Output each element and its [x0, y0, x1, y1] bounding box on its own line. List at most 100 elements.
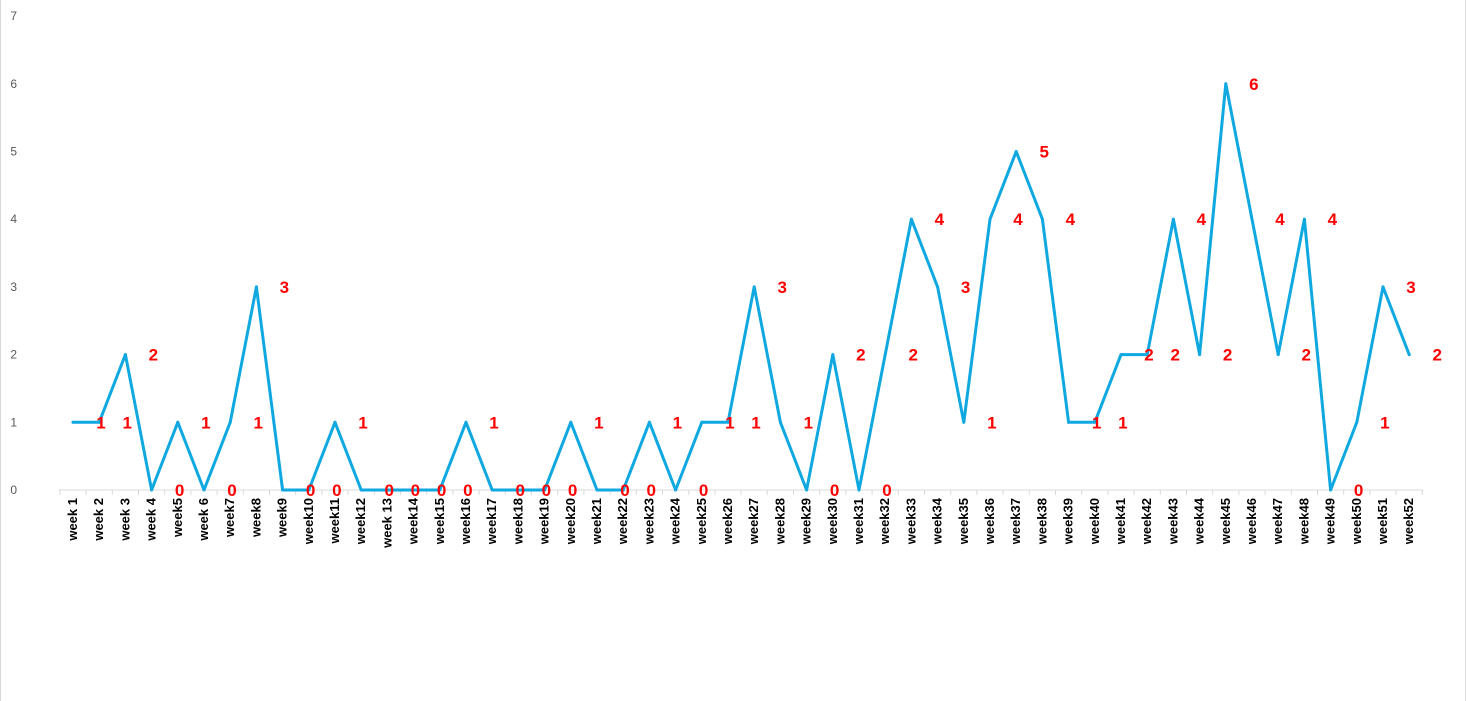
- data-label: 1: [201, 413, 210, 432]
- data-label: 1: [358, 413, 367, 432]
- data-point: [1119, 353, 1123, 357]
- data-point: [516, 488, 520, 492]
- data-label: 1: [987, 413, 996, 432]
- data-point: [1067, 420, 1071, 424]
- data-point: [1040, 217, 1044, 221]
- data-label: 1: [1380, 413, 1389, 432]
- data-point: [1014, 150, 1018, 153]
- data-point: [1224, 82, 1228, 86]
- data-label: 0: [882, 481, 891, 500]
- x-tick-label: week33: [903, 498, 918, 545]
- x-tick-label: week17: [484, 498, 499, 545]
- x-tick-label: week14: [406, 497, 421, 545]
- data-label: 1: [1092, 413, 1101, 432]
- x-tick-label: week23: [641, 498, 656, 545]
- x-tick-label: week36: [982, 498, 997, 545]
- x-tick-label: week26: [720, 498, 735, 545]
- x-tick-label: week28: [772, 498, 787, 545]
- x-tick-label: week35: [956, 498, 971, 545]
- data-point: [97, 420, 101, 424]
- x-tick-label: week43: [1165, 498, 1180, 545]
- data-point: [674, 488, 678, 492]
- data-label: 0: [384, 481, 393, 500]
- data-label: 2: [1301, 346, 1310, 365]
- data-label: 0: [568, 481, 577, 500]
- x-tick-label: week8: [248, 498, 263, 538]
- data-label: 6: [1249, 75, 1258, 94]
- x-tick-label: week11: [327, 498, 342, 545]
- data-label: 0: [515, 481, 524, 500]
- data-point: [71, 420, 75, 424]
- data-label: 1: [804, 413, 813, 432]
- data-point: [1145, 353, 1149, 357]
- x-tick-label: week24: [668, 497, 683, 545]
- data-point: [647, 420, 651, 424]
- data-label: 1: [594, 413, 603, 432]
- x-tick-label: week40: [1087, 498, 1102, 545]
- y-tick-label: 5: [10, 145, 17, 159]
- data-label: 3: [1406, 278, 1415, 297]
- data-label: 1: [673, 413, 682, 432]
- data-label: 4: [1197, 210, 1207, 229]
- data-point: [202, 488, 206, 492]
- x-tick-label: week 3: [117, 498, 132, 542]
- x-tick-label: week51: [1375, 498, 1390, 545]
- data-point: [778, 420, 782, 424]
- data-point: [752, 285, 756, 289]
- data-point: [1276, 353, 1280, 357]
- data-label: 2: [149, 346, 158, 365]
- data-point: [1198, 353, 1202, 357]
- data-point: [831, 353, 835, 357]
- y-tick-label: 0: [10, 483, 17, 497]
- data-point: [909, 217, 913, 221]
- data-point: [464, 420, 468, 424]
- x-tick-label: week38: [1034, 498, 1049, 545]
- x-tick-label: week32: [877, 498, 892, 545]
- data-label: 2: [1170, 346, 1179, 365]
- data-label: 0: [620, 481, 629, 500]
- data-point: [123, 353, 127, 357]
- data-label: 3: [280, 278, 289, 297]
- data-label: 1: [96, 413, 105, 432]
- data-point: [805, 488, 809, 492]
- data-point: [883, 353, 887, 357]
- data-label: 0: [437, 481, 446, 500]
- data-point: [700, 420, 704, 424]
- x-tick-label: week20: [563, 498, 578, 545]
- data-point: [988, 217, 992, 221]
- data-label: 2: [1432, 346, 1441, 365]
- data-point: [412, 488, 416, 492]
- x-tick-label: week21: [589, 498, 604, 545]
- data-label: 0: [830, 481, 839, 500]
- data-label: 0: [699, 481, 708, 500]
- data-point: [936, 285, 940, 289]
- data-point: [857, 488, 861, 492]
- data-label: 0: [542, 481, 551, 500]
- x-axis: week 1 week 2 week 3 week 4 week5 week 6 week7…: [58, 489, 1424, 549]
- data-label: 0: [463, 481, 472, 500]
- x-tick-label: week5: [170, 498, 185, 538]
- x-tick-label: week10: [301, 498, 316, 545]
- x-tick-label: week 2: [91, 498, 106, 542]
- data-label: 4: [1013, 210, 1023, 229]
- x-tick-label: week15: [432, 498, 447, 545]
- x-tick-label: week39: [1061, 498, 1076, 545]
- x-tick-label: week22: [615, 498, 630, 545]
- data-point: [1093, 420, 1097, 424]
- data-label: 3: [777, 278, 786, 297]
- x-tick-label: week30: [825, 498, 840, 545]
- x-tick-label: week 13: [379, 498, 394, 549]
- data-label: 4: [1275, 210, 1285, 229]
- data-label: 2: [856, 346, 865, 365]
- data-label: 1: [1118, 413, 1127, 432]
- x-tick-label: week7: [222, 498, 237, 538]
- data-label: 0: [227, 481, 236, 500]
- y-axis-ticks: 0 1 2 3 4 5 6 7: [10, 9, 17, 497]
- data-label: 4: [1066, 210, 1076, 229]
- x-tick-label: week31: [851, 498, 866, 545]
- data-point: [962, 420, 966, 424]
- data-label: 0: [175, 481, 184, 500]
- data-point: [595, 488, 599, 492]
